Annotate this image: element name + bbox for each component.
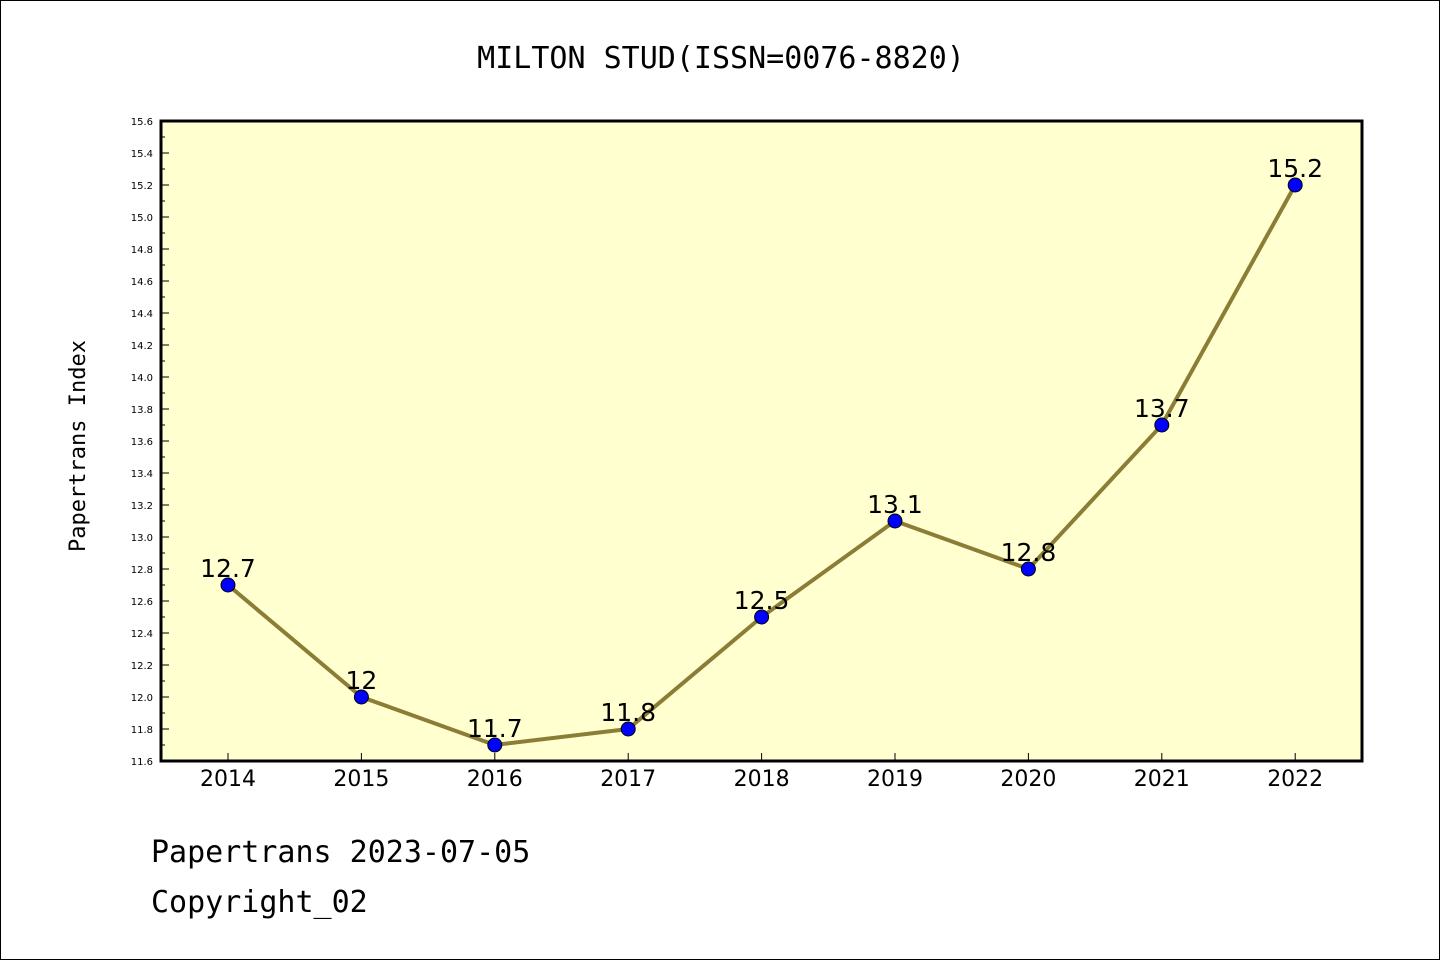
data-point xyxy=(220,577,236,593)
data-point xyxy=(887,513,903,529)
footer-date: Papertrans 2023-07-05 xyxy=(151,835,531,870)
y-axis-ticks: 11.6 11.8 12.0 12.2 12.4 12.6 12.8 13.0 13.2 13.4… xyxy=(131,117,169,768)
x-tick-label: 2019 xyxy=(867,767,923,792)
y-tick-label: 13.6 xyxy=(131,437,153,448)
y-tick-label: 14.0 xyxy=(131,373,153,384)
data-label: 13.7 xyxy=(1134,394,1190,423)
data-point xyxy=(620,721,636,737)
x-tick-label: 2016 xyxy=(467,767,523,792)
data-point xyxy=(1020,561,1036,577)
y-tick-label: 13.4 xyxy=(131,469,153,480)
y-tick-label: 13.8 xyxy=(131,405,153,416)
data-label: 13.1 xyxy=(867,490,923,519)
x-tick-label: 2018 xyxy=(734,767,790,792)
y-tick-label: 14.8 xyxy=(131,245,153,256)
y-tick-label: 14.2 xyxy=(131,341,153,352)
x-tick-label: 2020 xyxy=(1000,767,1056,792)
y-tick-label: 15.4 xyxy=(131,149,153,160)
y-tick-label: 11.6 xyxy=(131,757,153,768)
data-label: 11.7 xyxy=(467,714,523,743)
data-point xyxy=(487,737,503,753)
data-point xyxy=(1287,177,1303,193)
data-label: 12.7 xyxy=(200,554,256,583)
y-tick-label: 11.8 xyxy=(131,725,153,736)
y-tick-label: 13.0 xyxy=(131,533,153,544)
y-tick-label: 12.2 xyxy=(131,661,153,672)
series-markers xyxy=(220,177,1303,753)
data-label: 12.5 xyxy=(734,586,790,615)
data-labels: 12.7 12 11.7 11.8 12.5 13.1 12.8 13.7 15.2 xyxy=(200,154,1323,743)
data-point xyxy=(1154,417,1170,433)
chart-title: MILTON STUD(ISSN=0076-8820) xyxy=(477,41,965,76)
y-tick-label: 12.0 xyxy=(131,693,153,704)
y-tick-label: 15.6 xyxy=(131,117,153,128)
y-tick-label: 14.6 xyxy=(131,277,153,288)
plot-area xyxy=(159,119,1364,763)
data-label: 11.8 xyxy=(600,698,656,727)
x-axis-ticks: 2014 2015 2016 2017 2018 2019 2020 2021 2022 xyxy=(200,753,1323,792)
y-tick-label: 12.4 xyxy=(131,629,153,640)
x-tick-label: 2014 xyxy=(200,767,256,792)
data-label: 15.2 xyxy=(1267,154,1323,183)
y-axis-label: Papertrans Index xyxy=(66,340,91,552)
y-tick-label: 13.2 xyxy=(131,501,153,512)
data-label: 12.8 xyxy=(1001,538,1057,567)
data-label: 12 xyxy=(345,666,377,695)
data-point xyxy=(353,689,369,705)
y-tick-label: 15.0 xyxy=(131,213,153,224)
x-tick-label: 2017 xyxy=(600,767,656,792)
y-tick-label: 12.8 xyxy=(131,565,153,576)
y-tick-label: 12.6 xyxy=(131,597,153,608)
x-tick-label: 2021 xyxy=(1134,767,1190,792)
x-tick-label: 2022 xyxy=(1267,767,1323,792)
footer-copyright: Copyright_02 xyxy=(151,885,368,920)
data-point xyxy=(754,609,770,625)
y-tick-label: 15.2 xyxy=(131,181,153,192)
x-tick-label: 2015 xyxy=(333,767,389,792)
y-tick-label: 14.4 xyxy=(131,309,153,320)
